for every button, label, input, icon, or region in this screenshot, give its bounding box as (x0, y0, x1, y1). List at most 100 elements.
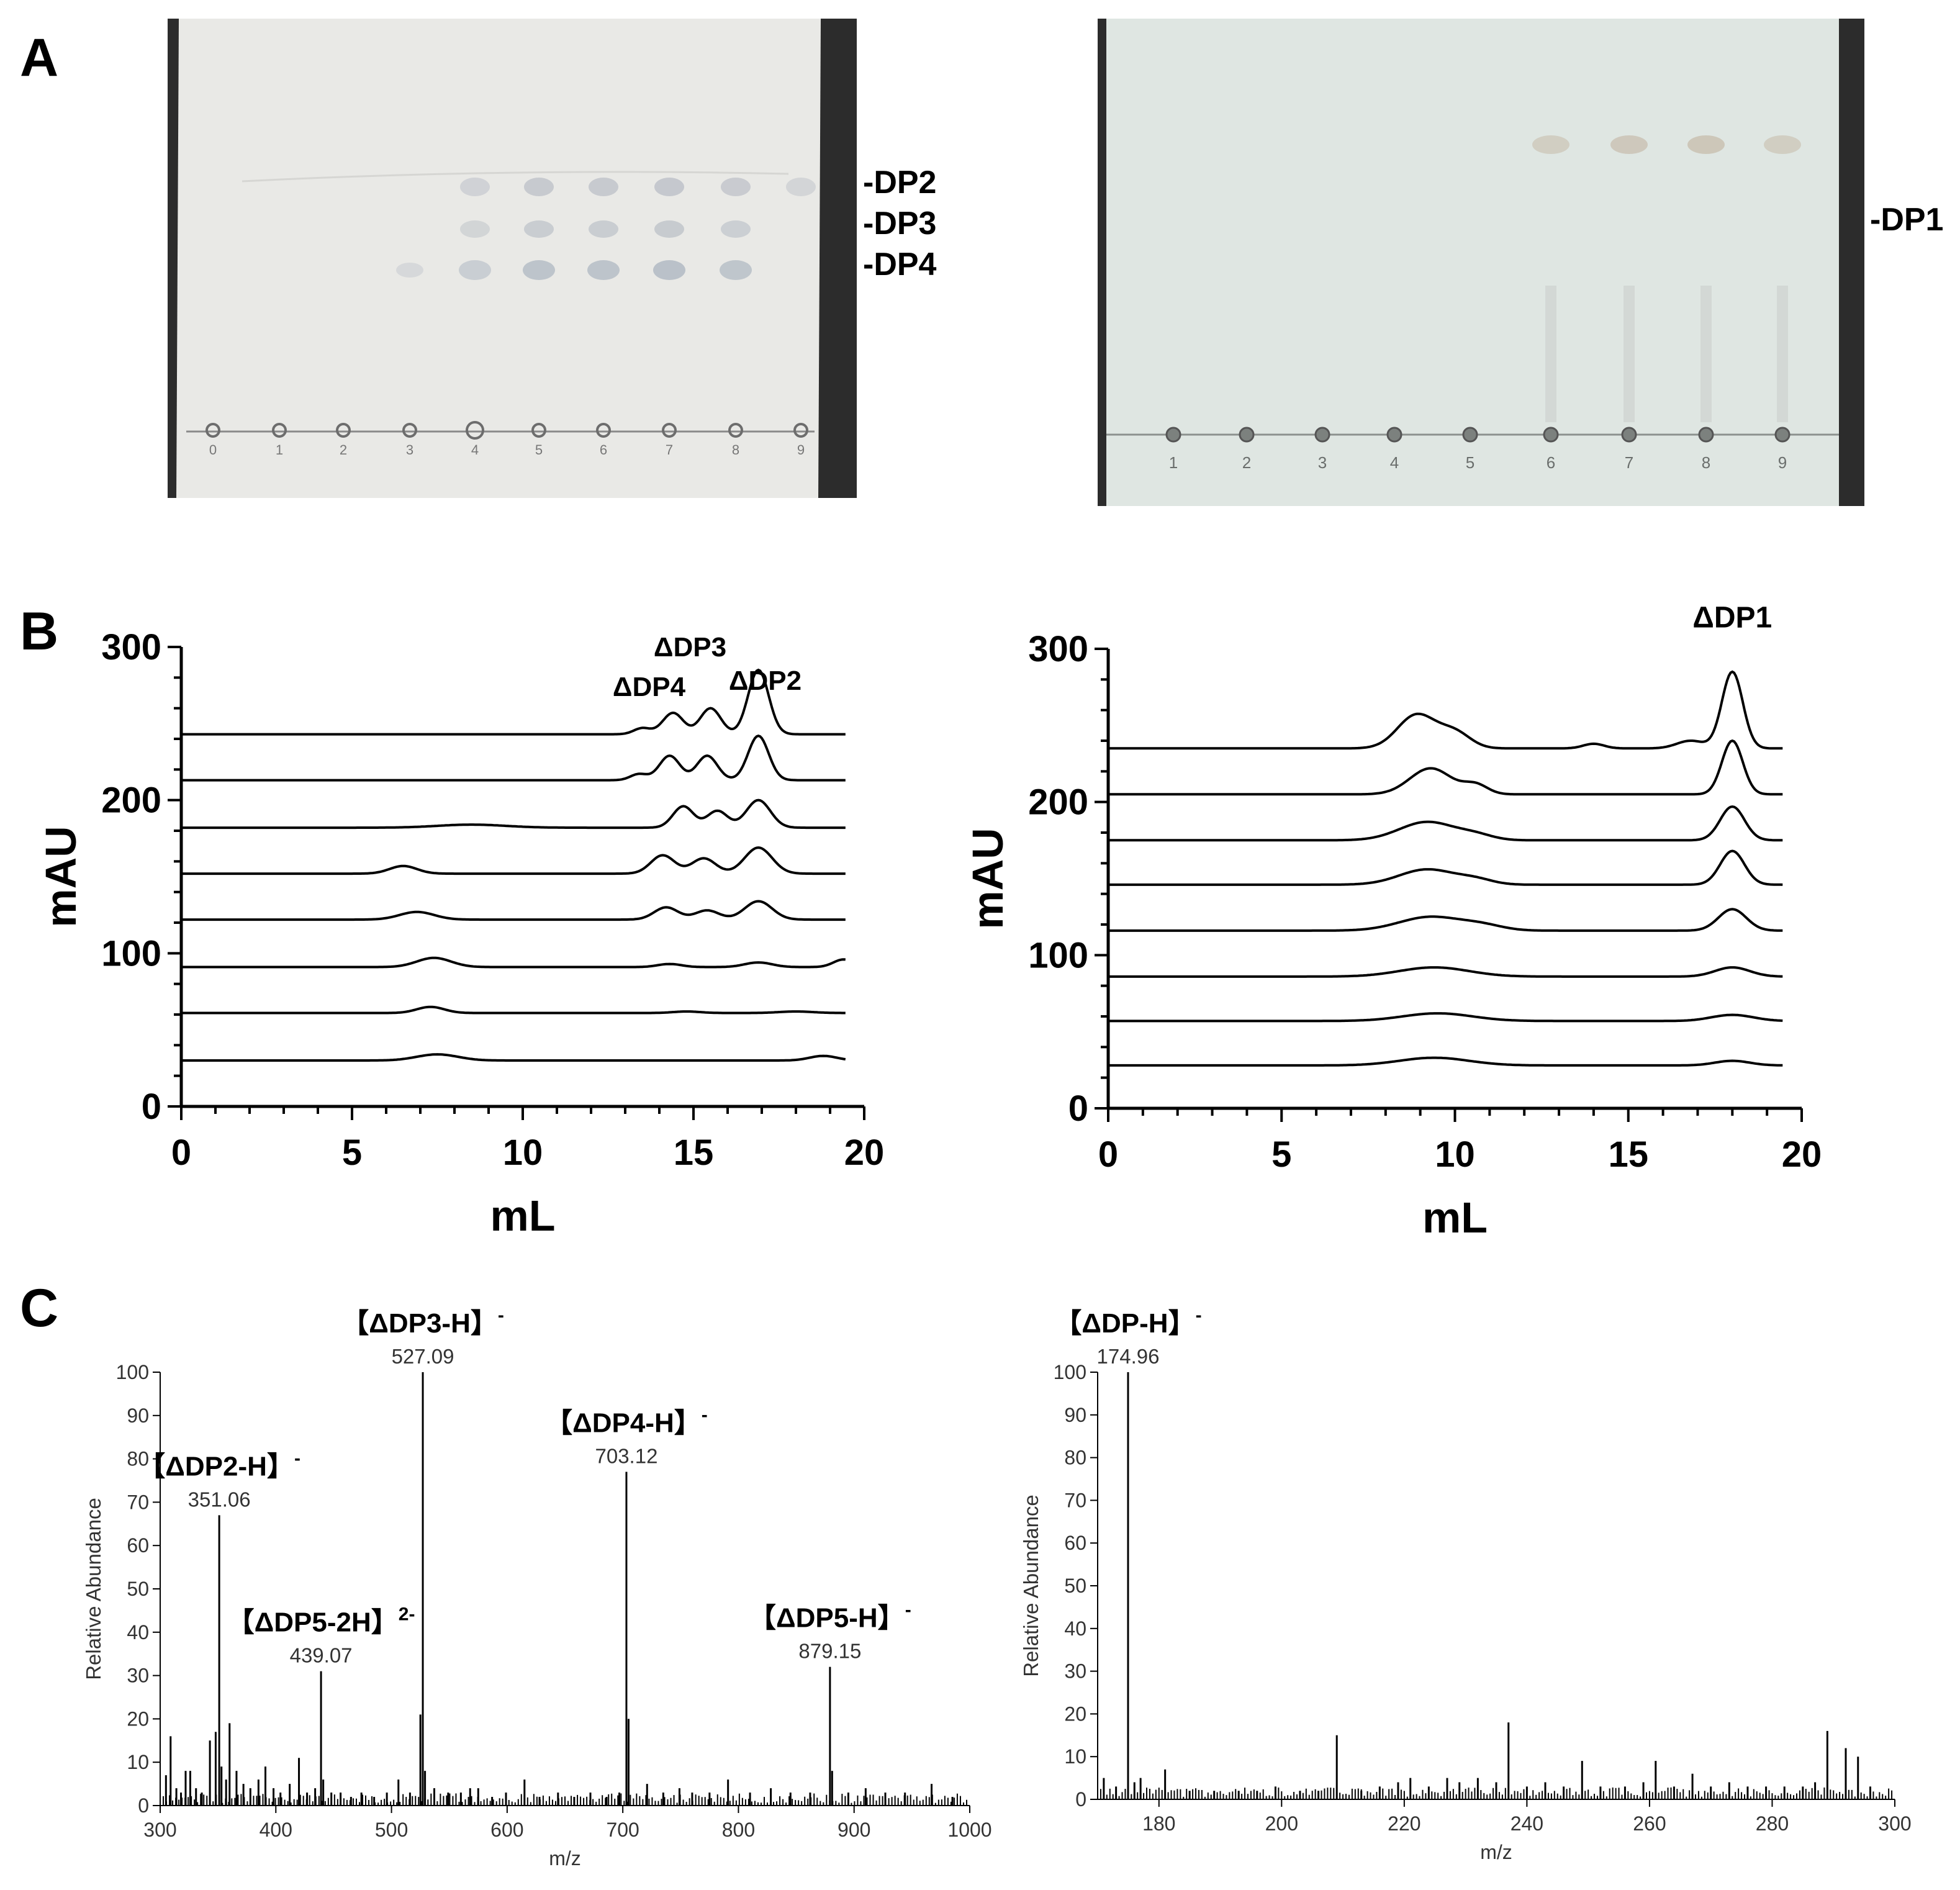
y-axis-label: Relative Abundance (1019, 1494, 1042, 1677)
x-tick-label: 0 (171, 1133, 191, 1173)
tlc-right-lane-number: 3 (1318, 453, 1327, 472)
y-tick-label: 300 (101, 627, 161, 667)
y-tick-label: 80 (127, 1448, 149, 1470)
ms-peak-mz-label: 174.96 (1097, 1345, 1160, 1368)
tlc-right-origin-spot (1621, 427, 1637, 443)
x-tick-label: 280 (1756, 1812, 1789, 1835)
ms-ion-label: 【ΔDP5-H】- (749, 1600, 911, 1634)
tlc-left-band-dp2 (721, 178, 751, 196)
x-tick-label: 15 (674, 1133, 714, 1173)
ion-label-text: 【ΔDP5-2H】 (227, 1607, 399, 1638)
ion-label-text: 【ΔDP2-H】 (138, 1451, 294, 1481)
y-tick-label: 0 (138, 1794, 149, 1817)
x-tick-label: 15 (1608, 1134, 1648, 1175)
tlc-right-lane-number: 4 (1390, 453, 1399, 472)
tlc-left-origin-spot (336, 423, 351, 438)
y-tick-label: 60 (1064, 1532, 1086, 1554)
x-tick-label: 800 (722, 1819, 755, 1841)
tlc-left-band-dp3 (524, 220, 554, 238)
tlc-left-lane-number: 1 (276, 442, 283, 458)
ms-peak-mz-label: 527.09 (392, 1345, 454, 1368)
tlc-right-lane-numbers: 1 2 3 4 5 6 7 8 9 (1169, 453, 1787, 472)
tlc-left-origin-spot (205, 423, 220, 438)
tlc-label-dp2: -DP2 (863, 165, 937, 201)
ion-charge-superscript: - (294, 1448, 300, 1468)
ion-charge-superscript: - (498, 1305, 504, 1326)
tlc-left-band-dp2 (524, 178, 554, 196)
tlc-left-lane-number: 7 (666, 442, 673, 458)
tlc-left-lane-number: 8 (732, 442, 739, 458)
ion-charge-superscript: - (905, 1600, 911, 1621)
x-axis-label: mL (490, 1191, 556, 1240)
y-tick-label: 10 (127, 1751, 149, 1773)
x-tick-label: 20 (1782, 1134, 1822, 1175)
tlc-right-origin-spot (1698, 427, 1714, 443)
ms-peak-mz-label: 351.06 (188, 1488, 251, 1511)
tlc-left-lane-number: 3 (406, 442, 413, 458)
tlc-left-band-dp2 (786, 178, 816, 196)
tlc-left-band-dp4 (720, 260, 752, 280)
tlc-left-band-dp2 (460, 178, 490, 196)
ion-charge-superscript: - (702, 1405, 708, 1426)
tlc-left-band-dp2 (654, 178, 684, 196)
y-tick-label: 0 (1068, 1088, 1088, 1129)
tlc-left-origin-spot (402, 423, 417, 438)
tlc-right-lane-number: 6 (1547, 453, 1555, 472)
x-tick-label: 300 (143, 1819, 176, 1841)
y-tick-label: 20 (127, 1707, 149, 1730)
ion-label-text: 【ΔDP4-H】 (545, 1408, 702, 1439)
y-tick-label: 100 (101, 933, 161, 974)
x-tick-label: 260 (1633, 1812, 1666, 1835)
x-tick-label: 5 (342, 1133, 362, 1173)
ms-ion-label: 【ΔDP5-2H】2- (227, 1604, 415, 1638)
chromatogram-trace-2 (1108, 739, 1783, 796)
ion-label-text: 【ΔDP-H】 (1054, 1308, 1195, 1339)
y-tick-label: 50 (127, 1578, 149, 1600)
tlc-left-band-dp4 (653, 260, 685, 280)
chromatogram-trace-1 (181, 668, 846, 736)
tlc-right-streak (1545, 286, 1556, 422)
panel-label-c: C (20, 1278, 59, 1338)
ms-ion-label: 【ΔDP4-H】- (545, 1405, 708, 1439)
y-tick-label: 30 (127, 1665, 149, 1687)
chromatogram-trace-6 (181, 956, 846, 969)
y-tick-label: 70 (127, 1491, 149, 1513)
y-tick-label: 10 (1064, 1745, 1086, 1768)
tlc-left-origin-spot (596, 423, 611, 438)
chromatogram-trace-4 (1108, 849, 1783, 886)
y-tick-label: 40 (1064, 1617, 1086, 1640)
tlc-right-band-dp1 (1687, 135, 1725, 154)
x-tick-label: 5 (1271, 1134, 1291, 1175)
ms-peak-mz-label: 703.12 (595, 1445, 657, 1468)
tlc-plate-left: 0 1 2 3 4 5 6 7 8 9 (168, 19, 857, 498)
chromatogram-trace-4 (181, 846, 846, 875)
tlc-right-origin-spot (1543, 427, 1559, 443)
tlc-left-surface (176, 19, 821, 498)
y-axis-label: mAU (37, 826, 85, 927)
tlc-label-dp3: -DP3 (863, 206, 937, 242)
x-axis-label: m/z (549, 1847, 581, 1870)
tlc-label-dp1: -DP1 (1870, 202, 1944, 238)
y-tick-label: 0 (1075, 1788, 1086, 1811)
y-tick-label: 100 (116, 1361, 149, 1383)
ms-peak-mz-label: 439.07 (290, 1644, 353, 1667)
ion-label-text: 【ΔDP5-H】 (749, 1603, 905, 1634)
ion-charge-superscript: - (1196, 1305, 1202, 1326)
chromatogram-trace-5 (181, 900, 846, 921)
panel-label-a: A (20, 28, 59, 88)
y-tick-label: 90 (127, 1404, 149, 1427)
tlc-plate-right: 1 2 3 4 5 6 7 8 9 (1098, 19, 1864, 506)
ms-ion-label: 【ΔDP3-H】- (341, 1305, 504, 1339)
chromatogram-trace-3 (1108, 805, 1783, 842)
tlc-left-lane-numbers: 0 1 2 3 4 5 6 7 8 9 (209, 442, 805, 458)
tlc-right-band-dp1 (1532, 135, 1569, 154)
tlc-right-band-dp1 (1764, 135, 1801, 154)
tlc-left-band-dp4 (396, 263, 423, 278)
peak-annotation: ΔDP3 (654, 632, 726, 662)
x-tick-label: 900 (838, 1819, 870, 1841)
y-tick-label: 20 (1064, 1702, 1086, 1725)
chromatogram-trace-6 (1108, 966, 1783, 978)
tlc-left-lane-number: 4 (471, 442, 479, 458)
tlc-left-origin-spot (531, 423, 546, 438)
tlc-right-lane-number: 5 (1466, 453, 1475, 472)
